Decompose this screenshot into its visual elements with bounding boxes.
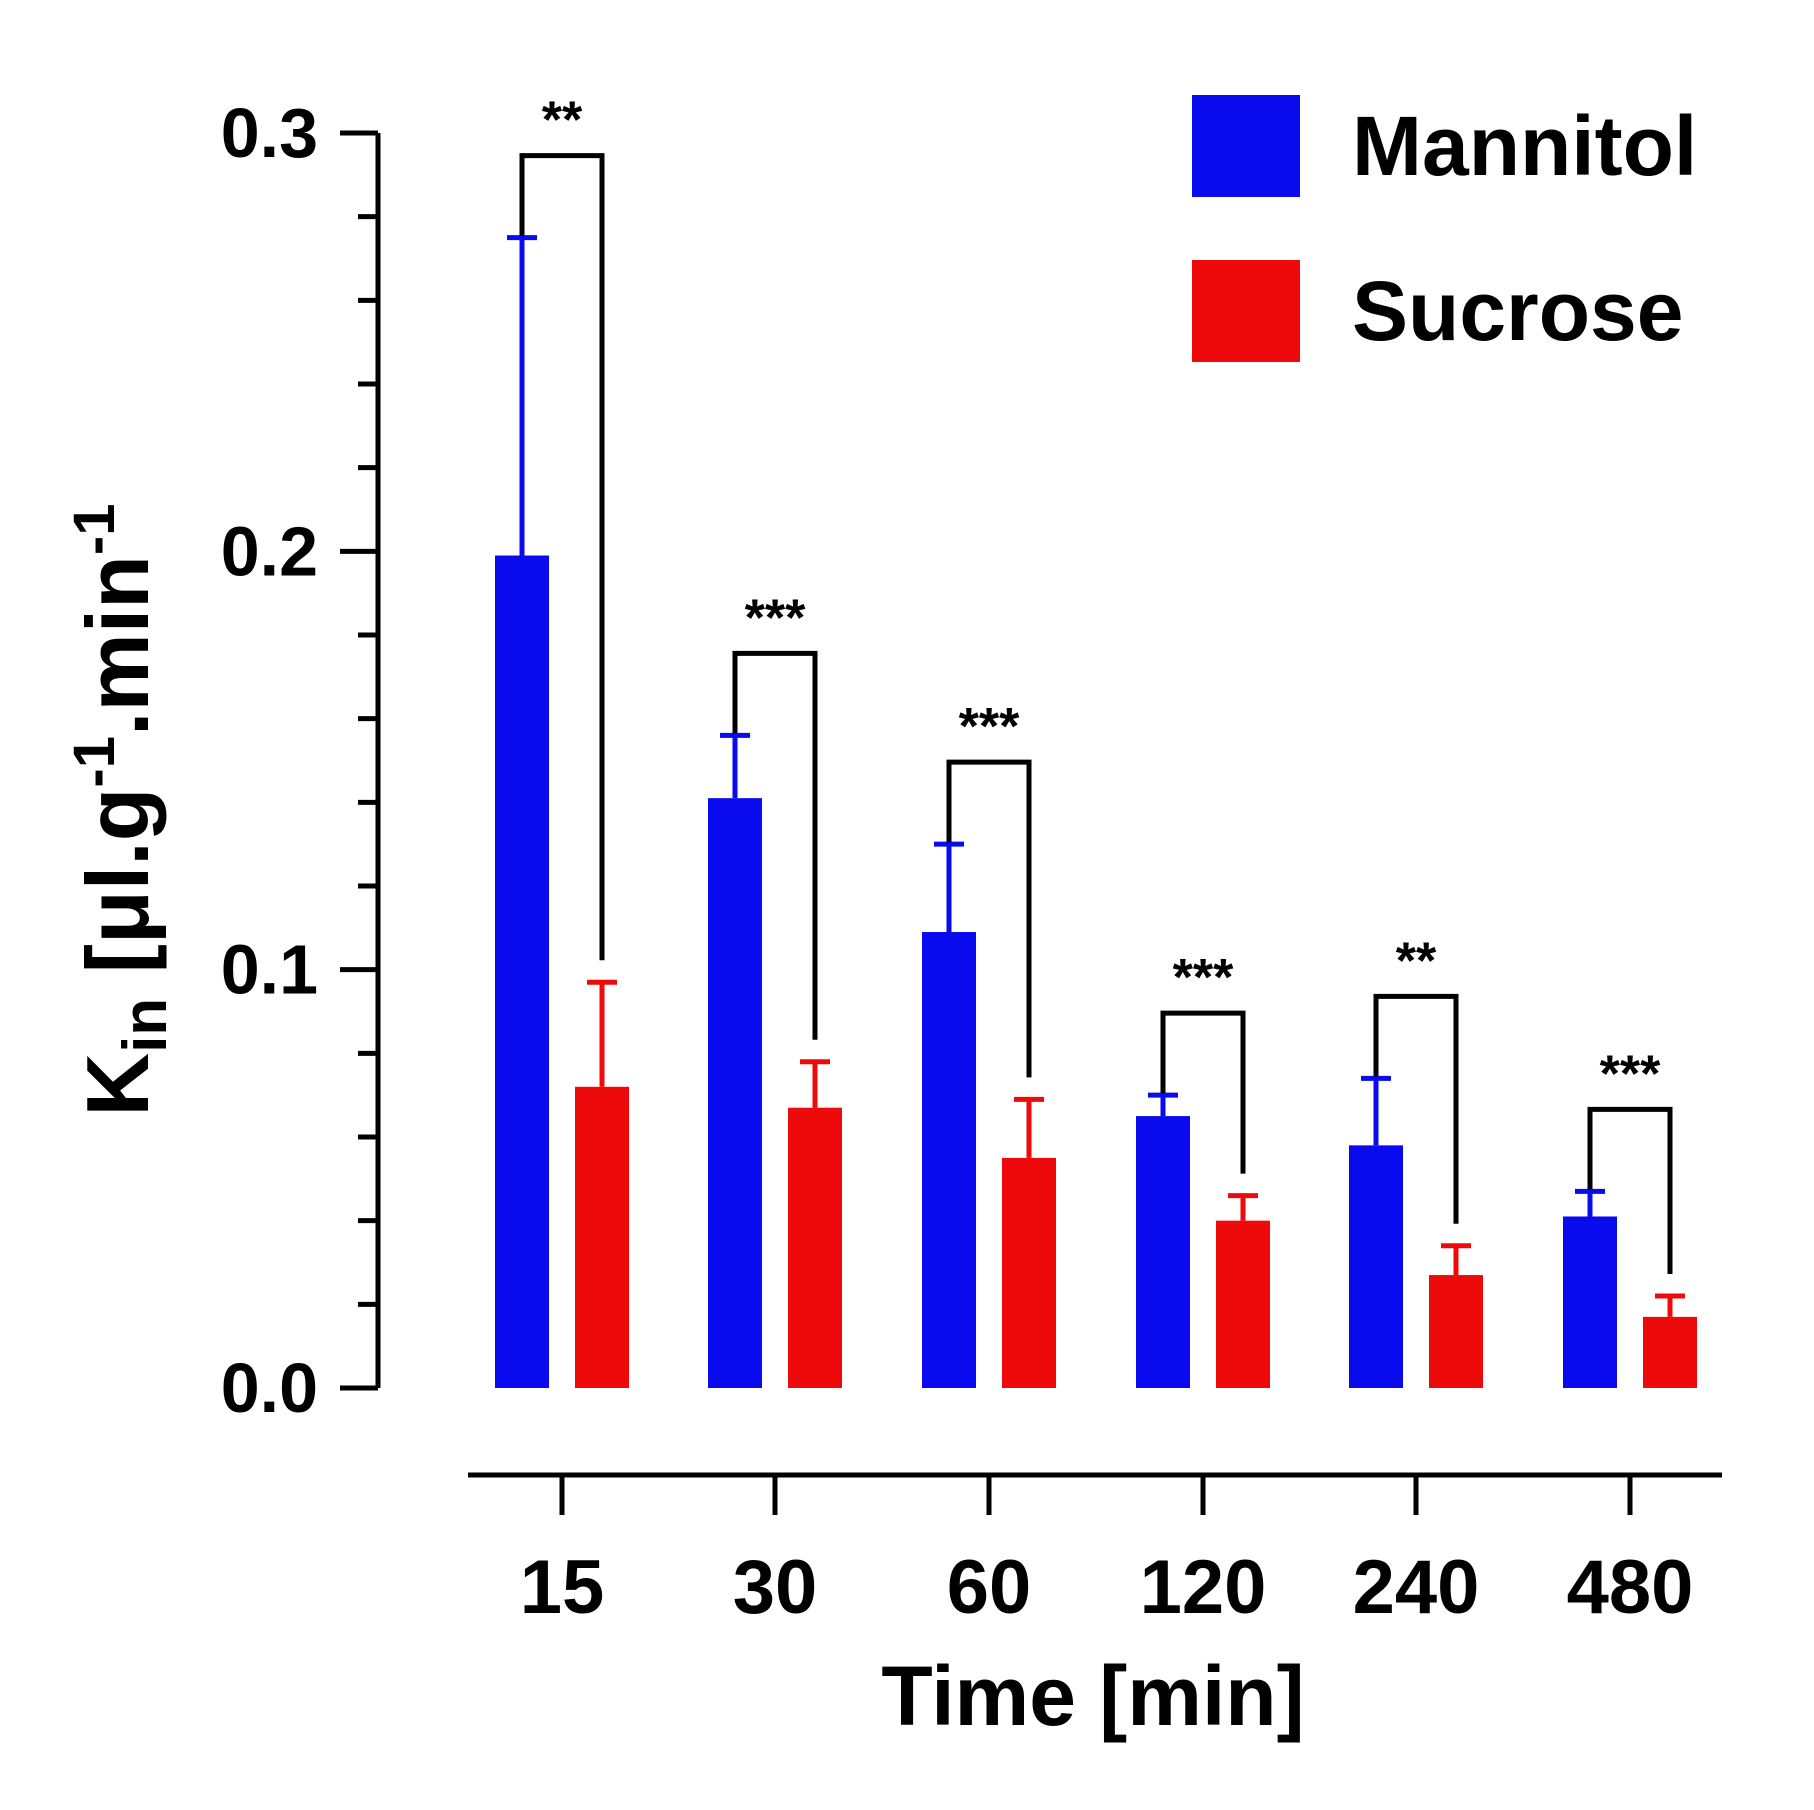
bar-sucrose: [1429, 1275, 1483, 1388]
significance-label: ***: [1173, 949, 1234, 1007]
y-axis-label: Kin [μl.g-1.min-1: [62, 504, 180, 1117]
significance-label: **: [1396, 932, 1437, 990]
significance-bracket: [1373, 993, 1459, 1224]
significance-label: **: [542, 92, 583, 150]
bar-sucrose: [788, 1107, 842, 1388]
significance-label: ***: [745, 589, 806, 647]
x-tick-label: 60: [947, 1545, 1032, 1630]
legend-label: Mannitol: [1352, 99, 1697, 193]
legend-swatch: [1192, 260, 1300, 362]
y-tick-label: 0.3: [221, 94, 318, 172]
bar-sucrose: [1643, 1316, 1697, 1388]
bar-mannitol: [1136, 1116, 1190, 1388]
y-tick-label: 0.0: [221, 1349, 318, 1427]
bar-mannitol: [1563, 1216, 1617, 1388]
x-tick-label: 120: [1140, 1545, 1267, 1630]
bars-layer: [495, 235, 1697, 1388]
bar-sucrose: [1002, 1157, 1056, 1388]
y-axis-label-base: K: [68, 1053, 167, 1117]
bar-sucrose: [575, 1086, 629, 1388]
bar-mannitol: [708, 798, 762, 1388]
bar-sucrose: [1216, 1220, 1270, 1388]
significance-bracket: [519, 153, 605, 961]
y-tick-label: 0.1: [221, 931, 318, 1009]
significance-bracket: [1587, 1106, 1673, 1274]
significance-bracket: [946, 759, 1032, 1078]
y-axis-label-unit-mid: .min: [68, 555, 167, 736]
x-axis-label: Time [min]: [881, 1649, 1304, 1743]
y-axis-label-unit-prefix: [μl.g: [68, 788, 167, 998]
significance-label: ***: [1600, 1045, 1661, 1103]
y-tick-label: 0.2: [221, 512, 318, 590]
legend-label: Sucrose: [1352, 264, 1684, 358]
legend-swatch: [1192, 95, 1300, 197]
bar-mannitol: [495, 555, 549, 1388]
x-tick-label: 15: [520, 1545, 605, 1630]
x-tick-label: 240: [1353, 1545, 1480, 1630]
significance-bracket: [1160, 1010, 1246, 1174]
y-axis-label-subscript: in: [111, 998, 180, 1053]
significance-label: ***: [959, 698, 1020, 756]
legend: Mannitol Sucrose: [1192, 95, 1697, 362]
x-tick-label: 30: [733, 1545, 818, 1630]
bar-mannitol: [922, 932, 976, 1388]
significance-bracket: [732, 650, 818, 1040]
x-tick-label: 480: [1567, 1545, 1694, 1630]
bar-mannitol: [1349, 1145, 1403, 1388]
axes-layer: 0.0 0.1 0.2 0.3 15 30 60 120 240 480: [221, 94, 1722, 1630]
y-axis-label-superscript-1: -1: [62, 736, 127, 788]
significance-layer: *********** *****: [519, 92, 1673, 1274]
y-axis-label-superscript-2: -1: [62, 504, 127, 556]
